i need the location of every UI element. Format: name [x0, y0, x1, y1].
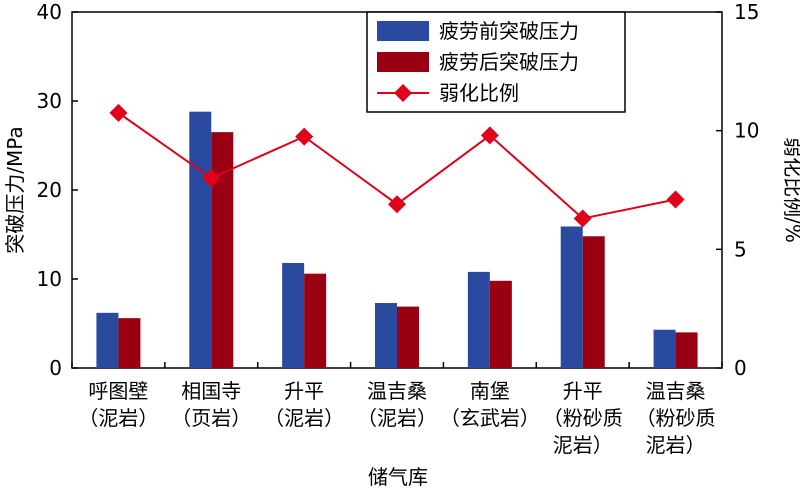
y-tick-label: 30: [37, 89, 62, 113]
legend-label: 疲劳前突破压力: [439, 19, 579, 43]
bar-before: [653, 329, 676, 368]
x-tick-label-line: （泥岩）: [264, 406, 344, 430]
x-tick-label-line: 升平: [284, 379, 324, 403]
x-tick-label-line: （玄武岩）: [440, 406, 540, 430]
ratio-marker: [666, 190, 685, 209]
x-tick-label-line: （页岩）: [171, 406, 251, 430]
ratio-marker: [480, 126, 499, 145]
plot-area: [71, 11, 723, 369]
ratio-marker: [388, 195, 406, 214]
y-tick-label: 10: [37, 267, 62, 291]
bar-before: [375, 303, 397, 368]
x-tick-label-line: 温吉桑: [367, 379, 427, 403]
y-axis-left: 0 10 20 30 40: [37, 0, 78, 380]
y2-tick-label: 15: [734, 0, 759, 24]
legend-label: 弱化比例: [439, 81, 519, 105]
ratio-marker: [202, 169, 221, 188]
y-tick-label: 40: [37, 0, 62, 24]
x-tick-label-line: （泥岩）: [78, 406, 158, 430]
legend-swatch: [377, 52, 429, 72]
x-tick-label: 南堡 （玄武岩）: [440, 379, 540, 430]
x-axis: 呼图壁 （泥岩） 相国寺 （页岩） 升平 （泥岩） 温吉桑 （泥岩） 南堡 （玄武岩） 升平 （粉砂质…: [71, 362, 723, 457]
y2-tick-label: 0: [734, 356, 747, 380]
bar-before: [189, 111, 212, 369]
legend-swatch: [377, 21, 429, 41]
x-tick-label-line: 呼图壁: [88, 379, 148, 403]
ratio-marker: [109, 103, 128, 122]
bar-before: [560, 226, 583, 368]
bar-before: [282, 262, 305, 368]
x-tick-label-line: （粉砂质: [636, 406, 716, 430]
x-tick-label-line: 南堡: [470, 379, 510, 403]
x-tick-label: 升平 （粉砂质泥岩）: [543, 379, 623, 457]
bar-after: [582, 236, 605, 368]
x-tick-label: 温吉桑 （粉砂质泥岩）: [636, 379, 716, 457]
x-tick-label-line: 相国寺: [181, 379, 241, 403]
bar-after: [118, 318, 141, 368]
x-tick-label: 呼图壁 （泥岩）: [78, 379, 158, 430]
y2-tick-label: 5: [734, 237, 747, 261]
bar-after: [489, 280, 512, 368]
ratio-marker: [573, 209, 592, 228]
y-axis-right: 0 5 10 15: [716, 0, 759, 380]
y-axis-title: 突破压力/MPa: [3, 126, 27, 253]
x-tick-label-line: 泥岩）: [553, 433, 613, 457]
y-tick-label: 0: [49, 356, 62, 380]
bar-after: [397, 306, 419, 368]
legend-label: 疲劳后突破压力: [439, 50, 579, 74]
x-axis-title: 储气库: [368, 465, 428, 489]
x-tick-label-line: （粉砂质: [543, 406, 623, 430]
x-tick-label-line: 泥岩）: [646, 433, 706, 457]
bar-after: [675, 332, 698, 368]
x-tick-label: 温吉桑 （泥岩）: [357, 379, 437, 430]
x-tick-label-line: 升平: [563, 379, 603, 403]
x-tick-label: 相国寺 （页岩）: [171, 379, 251, 430]
legend-marker: [394, 84, 412, 102]
bar-before: [467, 271, 490, 368]
bar-before: [96, 312, 119, 368]
bar-after: [211, 132, 234, 368]
y2-tick-label: 10: [734, 119, 759, 143]
x-tick-label: 升平 （泥岩）: [264, 379, 344, 430]
y2-axis-title: 弱化比例/%: [781, 137, 800, 243]
y-tick-label: 20: [37, 178, 62, 202]
x-tick-label-line: （泥岩）: [357, 406, 437, 430]
ratio-marker: [295, 127, 314, 146]
x-tick-label-line: 温吉桑: [646, 379, 706, 403]
bar-after: [304, 273, 327, 368]
